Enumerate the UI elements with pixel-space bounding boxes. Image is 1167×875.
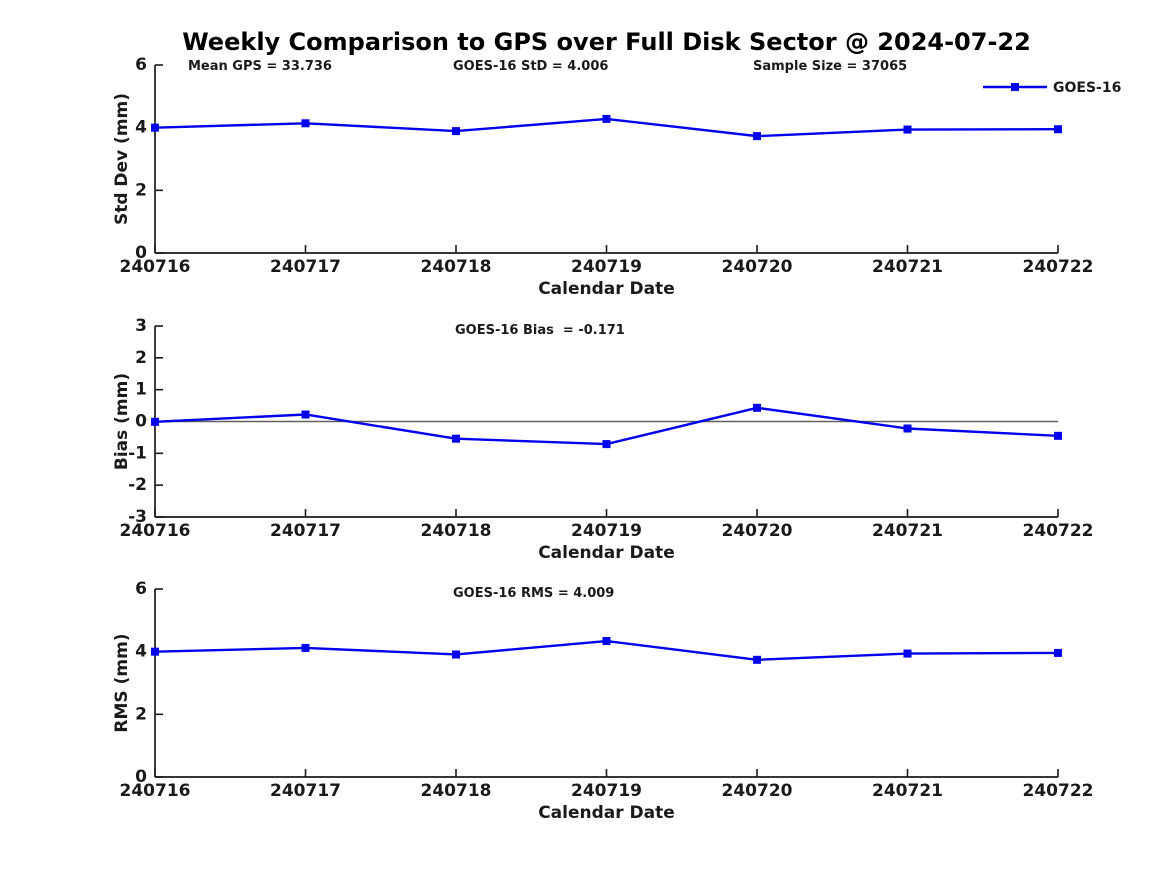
data-point-marker <box>602 440 611 449</box>
x-tick-label: 240719 <box>571 781 642 801</box>
data-point-marker <box>602 114 611 123</box>
y-tick-label: 4 <box>135 642 147 662</box>
y-tick-label: 2 <box>135 348 147 368</box>
y-tick-label: 2 <box>135 180 147 200</box>
subplot-stddev: 0 2 4 6 240716 240717 240718 240719 240720 240721… <box>112 55 1121 299</box>
data-point-marker <box>903 649 912 658</box>
y-tick-label: 6 <box>135 579 147 599</box>
stat-annotation: GOES-16 Bias = -0.171 <box>455 323 625 338</box>
data-point-marker <box>452 650 460 659</box>
y-axis-label: Std Dev (mm) <box>112 93 132 225</box>
y-axis-label: RMS (mm) <box>112 633 132 732</box>
data-point-marker <box>1054 648 1062 657</box>
x-tick-label: 240716 <box>120 257 191 277</box>
stat-annotation: GOES-16 StD = 4.006 <box>453 59 608 74</box>
data-point-marker <box>753 132 761 141</box>
data-point-marker <box>151 647 159 656</box>
data-point-marker <box>753 655 761 664</box>
subplot-bias: -3 -2 -1 0 1 2 3 240716 240717 240718 240719 240720… <box>112 316 1093 563</box>
y-tick-label: -3 <box>128 507 147 527</box>
y-tick-label: 0 <box>135 412 147 432</box>
x-tick-label: 240720 <box>722 257 793 277</box>
x-tick-label: 240722 <box>1023 257 1094 277</box>
y-tick-label: 0 <box>135 243 147 263</box>
figure-title: Weekly Comparison to GPS over Full Disk … <box>182 28 1031 56</box>
x-tick-label: 240722 <box>1023 781 1094 801</box>
legend-label: GOES-16 <box>1053 80 1121 96</box>
y-tick-label: 0 <box>135 767 147 787</box>
data-point-marker <box>903 125 912 134</box>
data-point-marker <box>452 127 460 136</box>
data-point-marker <box>301 410 310 419</box>
x-tick-label: 240718 <box>421 781 492 801</box>
data-point-marker <box>602 637 611 646</box>
x-axis-label: Calendar Date <box>538 543 675 563</box>
x-tick-label: 240717 <box>270 257 341 277</box>
x-tick-label: 240716 <box>120 781 191 801</box>
x-tick-label: 240717 <box>270 781 341 801</box>
data-point-marker <box>301 643 310 652</box>
stat-annotation: Sample Size = 37065 <box>753 59 907 74</box>
y-tick-label: -2 <box>128 475 147 495</box>
x-tick-label: 240720 <box>722 521 793 541</box>
data-point-marker <box>151 417 159 426</box>
y-tick-label: 1 <box>135 380 147 400</box>
y-tick-label: 2 <box>135 704 147 724</box>
x-tick-label: 240721 <box>872 781 943 801</box>
stat-annotation: GOES-16 RMS = 4.009 <box>453 586 614 601</box>
data-point-marker <box>1054 125 1062 134</box>
y-axis-label: Bias (mm) <box>112 373 132 470</box>
x-tick-label: 240718 <box>421 257 492 277</box>
data-point-marker <box>151 123 159 132</box>
data-point-marker <box>301 119 310 128</box>
series-line <box>154 406 1059 446</box>
data-point-marker <box>753 403 761 412</box>
x-axis-label: Calendar Date <box>538 279 675 299</box>
data-point-marker <box>903 424 912 433</box>
x-tick-label: 240721 <box>872 257 943 277</box>
y-tick-label: 4 <box>135 118 147 138</box>
y-tick-label: 3 <box>135 316 147 336</box>
x-tick-label: 240716 <box>120 521 191 541</box>
data-point-marker <box>1054 431 1062 440</box>
legend: GOES-16 <box>983 80 1121 96</box>
x-axis-label: Calendar Date <box>538 803 675 823</box>
y-tick-label: 6 <box>135 55 147 75</box>
x-tick-label: 240718 <box>421 521 492 541</box>
y-tick-label: -1 <box>128 443 147 463</box>
data-point-marker <box>452 434 460 443</box>
x-tick-label: 240721 <box>872 521 943 541</box>
x-tick-label: 240717 <box>270 521 341 541</box>
x-tick-label: 240719 <box>571 257 642 277</box>
x-tick-label: 240720 <box>722 781 793 801</box>
legend-marker <box>1011 83 1019 91</box>
subplot-rms: 0 2 4 6 240716 240717 240718 240719 240720 240721… <box>112 579 1093 823</box>
x-tick-label: 240719 <box>571 521 642 541</box>
stat-annotation: Mean GPS = 33.736 <box>188 59 332 74</box>
x-tick-label: 240722 <box>1023 521 1094 541</box>
